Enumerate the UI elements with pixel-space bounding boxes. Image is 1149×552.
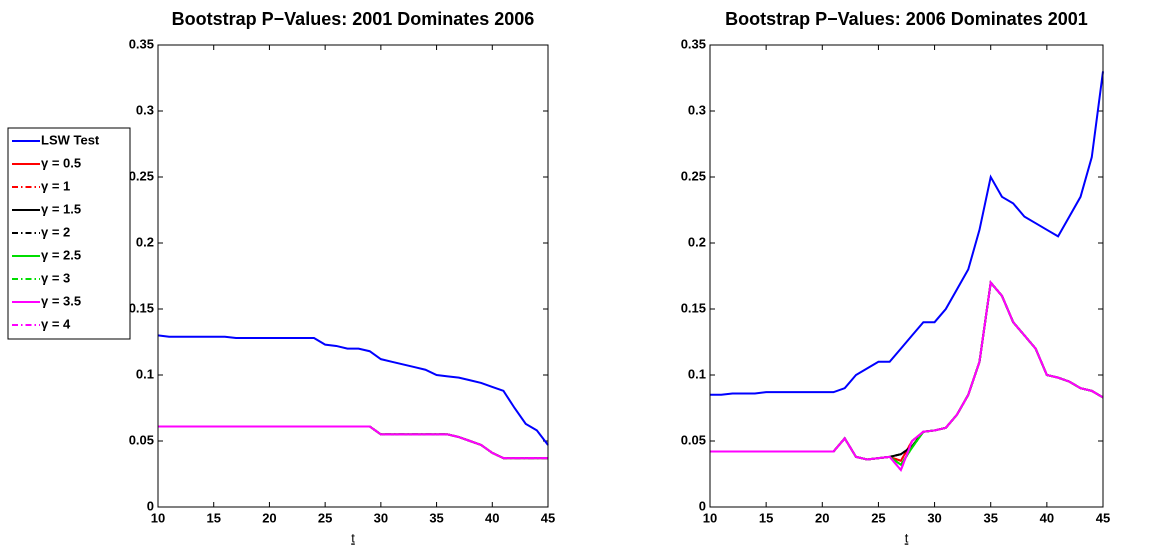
chart-title: Bootstrap P−Values: 2006 Dominates 2001 [725, 9, 1088, 29]
x-tick-label: 10 [703, 510, 717, 525]
series-line [158, 425, 548, 460]
x-tick-label: 10 [151, 510, 165, 525]
x-tick-label: 15 [206, 510, 220, 525]
x-tick-label: 20 [815, 510, 829, 525]
y-tick-label: 0.25 [129, 168, 154, 183]
x-tick-label: 40 [1040, 510, 1054, 525]
plot-area [710, 45, 1103, 507]
y-tick-label: 0.3 [688, 102, 706, 117]
x-tick-label: 30 [374, 510, 388, 525]
chart-title: Bootstrap P−Values: 2001 Dominates 2006 [172, 9, 535, 29]
axes-frame [157, 44, 549, 508]
legend-label: LSW Test [41, 132, 100, 147]
y-tick-label: 0 [699, 498, 706, 513]
x-axis-label: t [905, 530, 909, 545]
legend-label: γ = 1.5 [41, 201, 81, 216]
y-tick-label: 0.1 [136, 366, 154, 381]
x-tick-label: 35 [983, 510, 997, 525]
x-tick-label: 25 [318, 510, 332, 525]
x-tick-label: 25 [871, 510, 885, 525]
legend-label: γ = 1 [41, 178, 70, 193]
y-tick-label: 0.15 [129, 300, 154, 315]
y-tick-label: 0.25 [681, 168, 706, 183]
series-line [710, 280, 1104, 472]
x-tick-label: 40 [485, 510, 499, 525]
series-line [710, 71, 1104, 396]
axes-frame [709, 44, 1104, 508]
plot-area [158, 45, 548, 507]
y-tick-label: 0.2 [136, 234, 154, 249]
legend-label: γ = 2.5 [41, 247, 81, 262]
legend-label: γ = 3.5 [41, 293, 81, 308]
y-tick-label: 0 [147, 498, 154, 513]
x-tick-label: 45 [1096, 510, 1110, 525]
y-tick-label: 0.35 [129, 36, 154, 51]
legend-label: γ = 2 [41, 224, 70, 239]
x-tick-label: 15 [759, 510, 773, 525]
legend-label: γ = 3 [41, 270, 70, 285]
series-line [157, 334, 549, 446]
y-tick-label: 0.05 [681, 432, 706, 447]
y-tick-label: 0.15 [681, 300, 706, 315]
x-tick-label: 30 [927, 510, 941, 525]
x-tick-label: 20 [262, 510, 276, 525]
y-tick-label: 0.1 [688, 366, 706, 381]
y-tick-label: 0.3 [136, 102, 154, 117]
y-tick-label: 0.2 [688, 234, 706, 249]
x-axis-label: t [351, 530, 355, 545]
legend-label: γ = 4 [41, 316, 71, 331]
x-tick-label: 35 [429, 510, 443, 525]
y-tick-label: 0.05 [129, 432, 154, 447]
y-tick-label: 0.35 [681, 36, 706, 51]
x-tick-label: 45 [541, 510, 555, 525]
legend-label: γ = 0.5 [41, 155, 81, 170]
